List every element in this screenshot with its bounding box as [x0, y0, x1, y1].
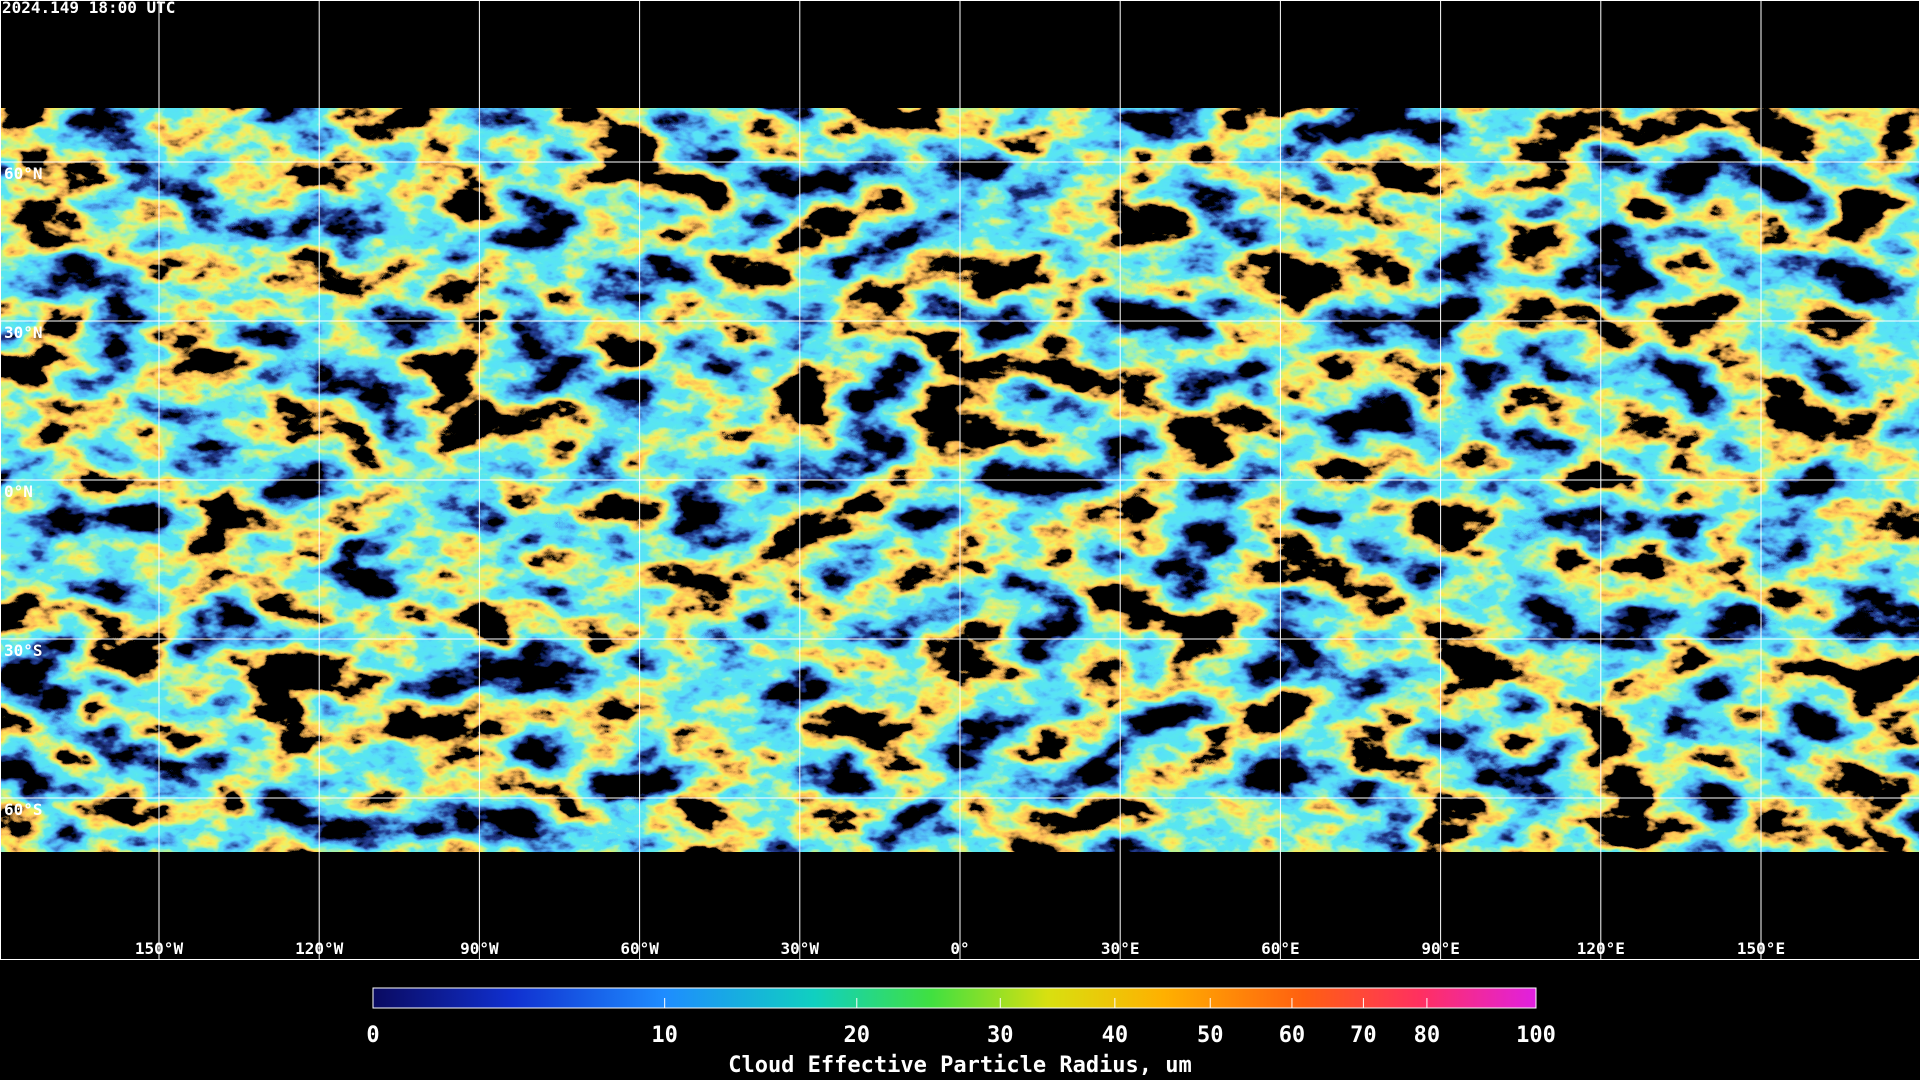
- colorbar-tick-label: 80: [1414, 1023, 1441, 1048]
- colorbar-tick-label: 10: [651, 1023, 678, 1048]
- longitude-label: 60°W: [620, 939, 659, 958]
- colorbar-tick-label: 60: [1279, 1023, 1306, 1048]
- longitude-label: 30°W: [781, 939, 820, 958]
- longitude-label: 90°E: [1421, 939, 1460, 958]
- longitude-label: 120°W: [295, 939, 344, 958]
- colorbar-tick-label: 70: [1350, 1023, 1377, 1048]
- longitude-label: 0°: [950, 939, 969, 958]
- latitude-label: 60°N: [4, 164, 43, 183]
- colorbar-tick-label: 50: [1197, 1023, 1224, 1048]
- longitude-label: 150°E: [1737, 939, 1785, 958]
- colorbar: [372, 987, 1537, 1009]
- latitude-label: 60°S: [4, 800, 43, 819]
- longitude-label: 60°E: [1261, 939, 1300, 958]
- colorbar-title: Cloud Effective Particle Radius, um: [728, 1053, 1192, 1078]
- longitude-label: 30°E: [1101, 939, 1140, 958]
- colorbar-tick-label: 40: [1102, 1023, 1129, 1048]
- latitude-label: 30°N: [4, 323, 43, 342]
- colorbar-tick-label: 100: [1516, 1023, 1556, 1048]
- longitude-label: 90°W: [460, 939, 499, 958]
- colorbar-tick-label: 0: [366, 1023, 379, 1048]
- longitude-label: 120°E: [1577, 939, 1625, 958]
- timestamp: 2024.149 18:00 UTC: [2, 0, 175, 17]
- graticule: [0, 0, 1920, 960]
- latitude-label: 30°S: [4, 641, 43, 660]
- colorbar-tick-label: 20: [844, 1023, 871, 1048]
- colorbar-tick-label: 30: [987, 1023, 1014, 1048]
- latitude-label: 0°N: [4, 482, 33, 501]
- longitude-label: 150°W: [135, 939, 184, 958]
